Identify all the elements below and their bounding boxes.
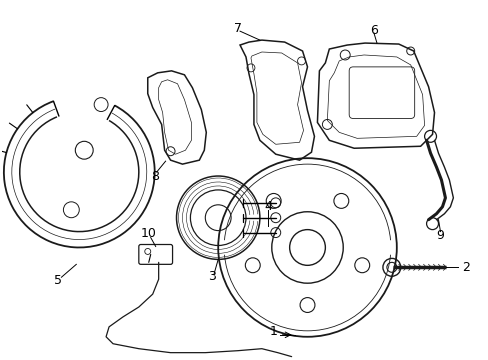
Text: 1: 1 (269, 325, 277, 338)
Text: 3: 3 (208, 270, 216, 283)
Text: 5: 5 (54, 274, 62, 287)
Text: 8: 8 (150, 170, 159, 183)
Text: 7: 7 (234, 22, 242, 35)
Text: 9: 9 (436, 229, 444, 242)
Text: 6: 6 (369, 24, 377, 37)
Text: 2: 2 (461, 261, 469, 274)
Text: 4: 4 (264, 200, 271, 213)
Text: 10: 10 (141, 227, 156, 240)
